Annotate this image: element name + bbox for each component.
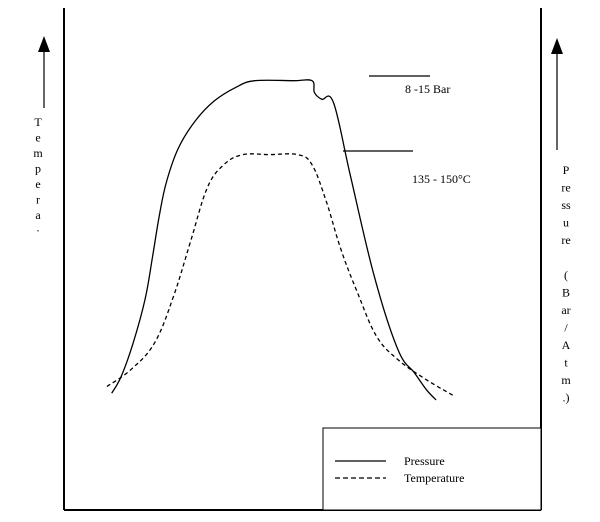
right-axis-label-char: / [564, 321, 568, 335]
right-axis-label-char: u [563, 216, 569, 230]
left-axis-label-char: m [33, 146, 43, 160]
right-axis-label-char: re [561, 233, 570, 247]
legend-label-pressure: Pressure [404, 454, 445, 468]
left-axis-label-char: e [35, 177, 40, 191]
left-axis-label-char: e [35, 131, 40, 145]
right-axis-label-char: A [562, 338, 571, 352]
left-axis-label: Tempera· [33, 115, 43, 238]
series-line-pressure [111, 79, 437, 401]
right-axis-label-char: ( [564, 268, 568, 282]
right-axis-label-char: .) [563, 391, 570, 405]
temperature-range-annotation: 135 - 150°C [412, 172, 471, 186]
left-arrow-head-icon [38, 36, 50, 52]
right-axis-label: Pre ss u re ( Bar / Atm.) [561, 163, 571, 405]
right-axis-label-char: re [561, 181, 570, 195]
left-axis-label-char: p [35, 162, 41, 176]
left-axis-label-char: · [36, 224, 40, 238]
right-axis-label-char: m [561, 373, 571, 387]
right-arrow-head-icon [551, 38, 563, 54]
right-axis-label-char: t [564, 356, 568, 370]
right-axis-label-char: ar [561, 303, 570, 317]
right-axis-label-char: B [562, 286, 570, 300]
legend-box [322, 427, 542, 511]
right-axis-label-char: P [563, 163, 570, 177]
left-axis-label-char: T [34, 115, 42, 129]
right-axis-label-char: ss [561, 198, 571, 212]
left-axis-label-char: r [36, 193, 40, 207]
pressure-range-annotation: 8 -15 Bar [405, 82, 450, 96]
legend-label-temperature: Temperature [404, 471, 464, 485]
left-axis-label-char: a [35, 208, 41, 222]
series-line-temperature [106, 153, 456, 398]
